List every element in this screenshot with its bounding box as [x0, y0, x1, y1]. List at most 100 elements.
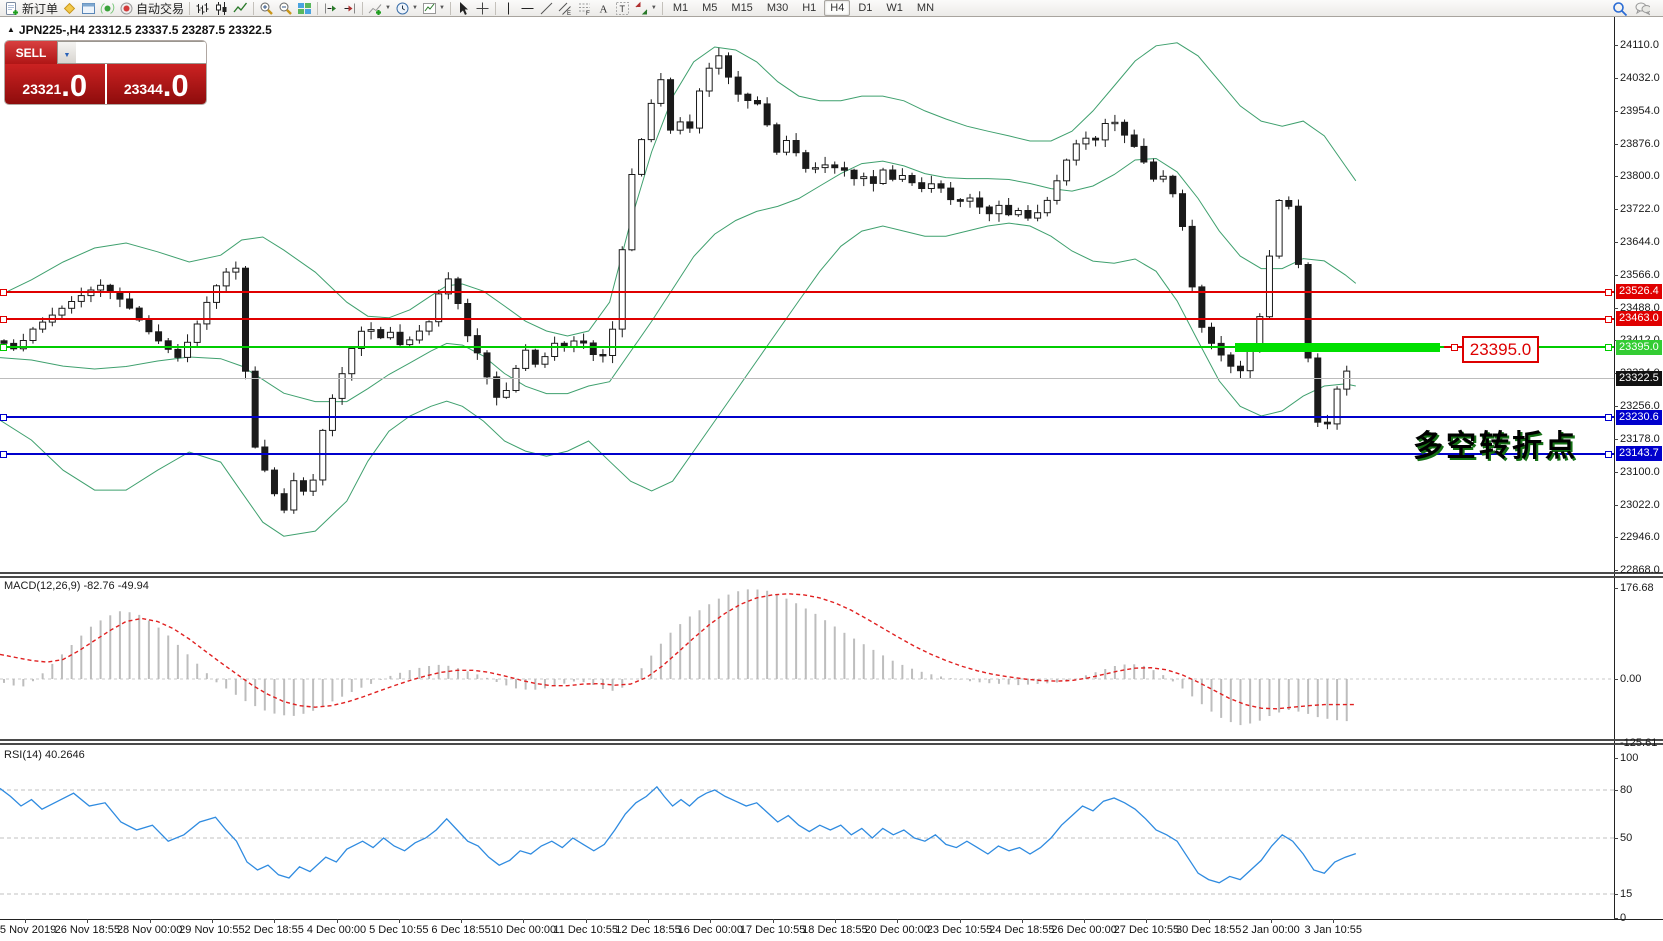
support-zone-highlight[interactable] [1235, 342, 1440, 352]
macd-axis-label: -125.61 [1620, 737, 1658, 750]
tile-windows-button[interactable] [295, 0, 314, 16]
price-level-callout[interactable]: 23395.0 [1462, 336, 1539, 363]
line-handle[interactable] [1605, 288, 1612, 296]
turning-point-annotation[interactable]: 多空转折点 [1413, 430, 1578, 463]
add-indicator-button[interactable]: ▼ [366, 0, 393, 16]
period-button[interactable]: ▼ [393, 0, 420, 16]
line-handle[interactable] [0, 288, 7, 296]
toolbar-separator [494, 1, 496, 15]
autotrading-button[interactable]: 自动交易 [117, 0, 186, 16]
volume-input[interactable] [76, 42, 206, 63]
sell-button[interactable]: SELL [5, 41, 57, 64]
trade-panel-top-row: SELL ▼ ▲ BUY [5, 41, 206, 64]
profile-button[interactable] [79, 0, 98, 16]
rsi-axis-tick [1614, 894, 1618, 895]
time-axis-tick [25, 919, 26, 923]
price-axis-label: 23876.0 [1620, 137, 1660, 150]
rsi-axis-tick [1614, 790, 1618, 791]
autotrading-button-label: 自动交易 [136, 1, 185, 16]
label-icon: T [615, 1, 630, 16]
trendline-tool[interactable] [537, 0, 556, 16]
timeframe-m5[interactable]: M5 [702, 2, 718, 14]
price-axis-tick [1614, 570, 1618, 572]
price-axis-label: 23644.0 [1620, 236, 1660, 249]
pane-separator[interactable] [0, 576, 1663, 578]
candlestick-chart-button[interactable] [212, 0, 231, 16]
line-chart-button[interactable] [231, 0, 250, 16]
line-handle[interactable] [1605, 315, 1612, 323]
horizontal-line-object[interactable] [0, 290, 1614, 293]
horizontal-line-object[interactable] [0, 452, 1614, 455]
dropdown-caret-icon[interactable]: ▼ [438, 5, 445, 11]
horizontal-line-object[interactable] [0, 416, 1614, 419]
timeframe-mn[interactable]: MN [916, 2, 935, 14]
time-axis-label: 11 Dec 10:55 [553, 924, 618, 936]
line-handle[interactable] [1605, 414, 1612, 422]
time-axis-tick [87, 919, 89, 923]
price-axis-label: 22946.0 [1620, 531, 1660, 544]
horizontal-line-object[interactable] [0, 346, 1614, 349]
channel-tool[interactable]: E [556, 0, 575, 16]
time-axis-label: 2 Dec 18:55 [244, 924, 304, 936]
timeframe-w1[interactable]: W1 [886, 2, 903, 14]
timeframe-m30[interactable]: M30 [766, 2, 789, 14]
time-axis-label: 18 Dec 18:55 [802, 924, 868, 936]
time-axis-label: 20 Dec 00:00 [864, 924, 930, 936]
expand-triangle-icon[interactable]: ▲ [7, 25, 15, 34]
dropdown-caret-icon[interactable]: ▼ [385, 5, 391, 11]
new-order-button[interactable]: 新订单 [3, 0, 60, 16]
sell-price-panel[interactable]: 23321.0 [5, 64, 105, 104]
dropdown-caret-icon[interactable]: ▼ [411, 5, 418, 11]
auto-scroll-button[interactable] [340, 0, 359, 16]
bar-chart-button[interactable] [193, 0, 212, 16]
horizontal-line-object[interactable] [0, 317, 1614, 320]
zoom-in-button[interactable] [257, 0, 276, 16]
chart-title-text: JPN225-,H4 23312.5 23337.5 23287.5 23322… [18, 23, 272, 37]
chart-shift-button[interactable] [321, 0, 340, 16]
line-handle[interactable] [0, 344, 7, 352]
line-handle[interactable] [1451, 344, 1458, 352]
line-handle[interactable] [1605, 450, 1612, 458]
time-axis-label: 25 Nov 2019 [0, 924, 57, 936]
line-handle[interactable] [0, 450, 7, 458]
timeframe-m1[interactable]: M1 [672, 2, 689, 14]
price-tag: 23463.0 [1616, 311, 1662, 327]
timeframe-h4[interactable]: H4 [824, 0, 851, 16]
timeframe-d1[interactable]: D1 [858, 2, 873, 14]
signal-button[interactable] [98, 0, 117, 16]
label-tool[interactable]: T [613, 0, 632, 16]
pane-separator[interactable] [0, 743, 1663, 745]
dropdown-caret-icon[interactable]: ▼ [650, 5, 657, 11]
horizontal-line-tool[interactable] [518, 0, 537, 16]
fibonacci-tool[interactable]: F [575, 0, 594, 16]
price-axis-label: 24110.0 [1620, 38, 1659, 51]
line-handle[interactable] [1605, 344, 1612, 352]
timeframe-h1[interactable]: H1 [802, 2, 817, 14]
triangle-down-icon: ▼ [63, 52, 71, 59]
buy-price-panel[interactable]: 23344.0 [107, 64, 207, 104]
metaeditor-button[interactable] [60, 0, 79, 16]
pane-separator[interactable] [0, 572, 1663, 574]
text-tool[interactable]: A [594, 0, 613, 16]
macd-axis-label: 176.68 [1620, 582, 1654, 595]
price-axis-label: 23178.0 [1620, 433, 1660, 446]
search-icon[interactable] [1612, 1, 1627, 16]
chat-icon[interactable] [1635, 1, 1650, 16]
vertical-line-tool[interactable] [499, 0, 518, 16]
volume-decrease-button[interactable]: ▼ [58, 42, 76, 63]
arrows-tool[interactable]: ▼ [632, 0, 659, 16]
pane-separator[interactable] [0, 739, 1663, 741]
macd-indicator-label: MACD(12,26,9) -82.76 -49.94 [4, 580, 149, 592]
timeframe-m15[interactable]: M15 [731, 2, 753, 14]
template-button[interactable]: ▼ [420, 0, 447, 16]
zoom-out-button[interactable] [276, 0, 295, 16]
crosshair-tool[interactable] [473, 0, 492, 16]
time-axis-label: 17 Dec 10:55 [739, 924, 806, 936]
price-divider [104, 64, 107, 104]
rsi-axis-tick [1614, 838, 1618, 839]
cursor-tool[interactable] [454, 0, 473, 16]
line-handle[interactable] [0, 414, 7, 422]
price-axis-label: 24032.0 [1620, 71, 1660, 84]
line-handle[interactable] [0, 315, 7, 323]
